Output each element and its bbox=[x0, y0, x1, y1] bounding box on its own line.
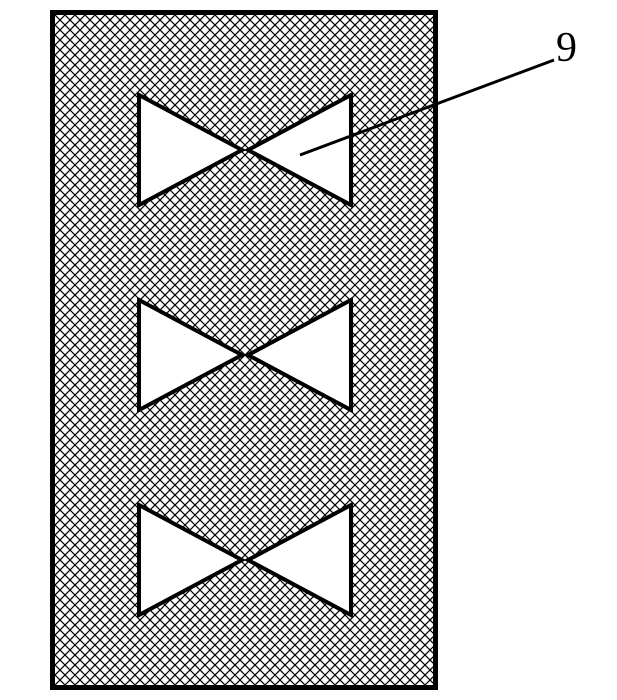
bowtie-cutout bbox=[135, 501, 355, 619]
bowtie-cutout bbox=[135, 296, 355, 414]
diagram-container: 9 bbox=[0, 0, 617, 700]
callout-label: 9 bbox=[556, 24, 577, 72]
bowtie-cutout bbox=[135, 91, 355, 209]
